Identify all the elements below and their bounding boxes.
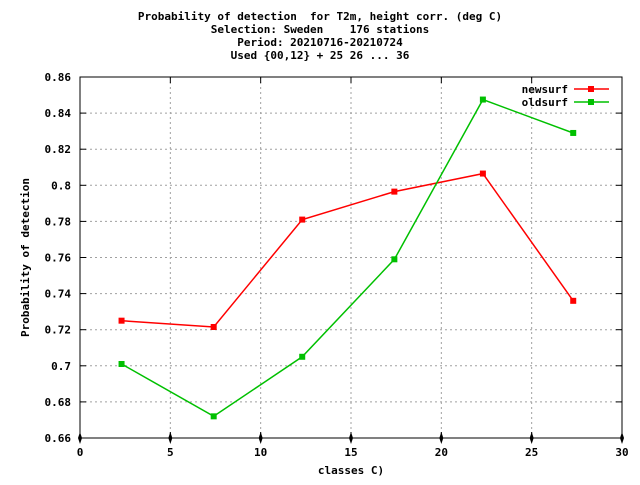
x-axis-label: classes C) [318, 464, 384, 477]
y-tick-label: 0.82 [45, 143, 72, 156]
data-point-oldsurf [118, 360, 125, 367]
data-point-newsurf [118, 317, 125, 324]
x-axis-marker [349, 432, 353, 444]
data-point-newsurf [391, 188, 398, 195]
x-tick-label: 10 [254, 446, 267, 459]
data-point-oldsurf [391, 256, 398, 263]
y-tick-label: 0.66 [45, 432, 72, 445]
y-tick-label: 0.84 [45, 107, 72, 120]
legend-label-oldsurf: oldsurf [522, 96, 568, 109]
chart-title-line-4: Used {00,12} + 25 26 ... 36 [230, 49, 410, 62]
x-axis-marker [620, 432, 624, 444]
y-tick-label: 0.68 [45, 396, 72, 409]
y-tick-label: 0.72 [45, 324, 72, 337]
x-axis-marker [78, 432, 82, 444]
x-tick-label: 20 [435, 446, 448, 459]
x-axis-marker [529, 432, 534, 444]
x-axis-marker [439, 432, 444, 444]
y-tick-label: 0.74 [45, 288, 72, 301]
chart-title: Probability of detection for T2m, height… [0, 10, 640, 62]
chart-title-line-3: Period: 20210716-20210724 [237, 36, 403, 49]
data-point-oldsurf [570, 129, 577, 136]
data-point-oldsurf [210, 413, 217, 420]
legend-marker-newsurf [588, 86, 594, 92]
x-tick-label: 25 [525, 446, 538, 459]
y-tick-label: 0.86 [45, 71, 72, 84]
chart-title-line-1: Probability of detection for T2m, height… [137, 10, 503, 23]
x-tick-label: 5 [167, 446, 174, 459]
x-tick-label: 15 [344, 446, 357, 459]
x-axis-marker [258, 432, 263, 444]
x-tick-label: 0 [77, 446, 84, 459]
data-point-newsurf [570, 297, 577, 304]
data-point-newsurf [479, 170, 486, 177]
legend-marker-oldsurf [588, 99, 594, 105]
y-tick-label: 0.8 [51, 179, 71, 192]
y-tick-label: 0.76 [45, 252, 72, 265]
data-point-newsurf [210, 323, 217, 330]
legend-label-newsurf: newsurf [522, 83, 568, 96]
data-point-newsurf [299, 216, 306, 223]
data-point-oldsurf [479, 96, 486, 103]
y-axis-label: Probability of detection [19, 178, 32, 337]
data-point-oldsurf [299, 353, 306, 360]
series-line-oldsurf [121, 98, 574, 418]
y-tick-label: 0.7 [51, 360, 71, 373]
chart-title-line-2: Selection: Sweden 176 stations [210, 23, 430, 36]
x-tick-label: 30 [615, 446, 628, 459]
x-axis-marker [168, 432, 173, 444]
y-tick-label: 0.78 [45, 215, 72, 228]
series-line-newsurf [121, 172, 574, 328]
